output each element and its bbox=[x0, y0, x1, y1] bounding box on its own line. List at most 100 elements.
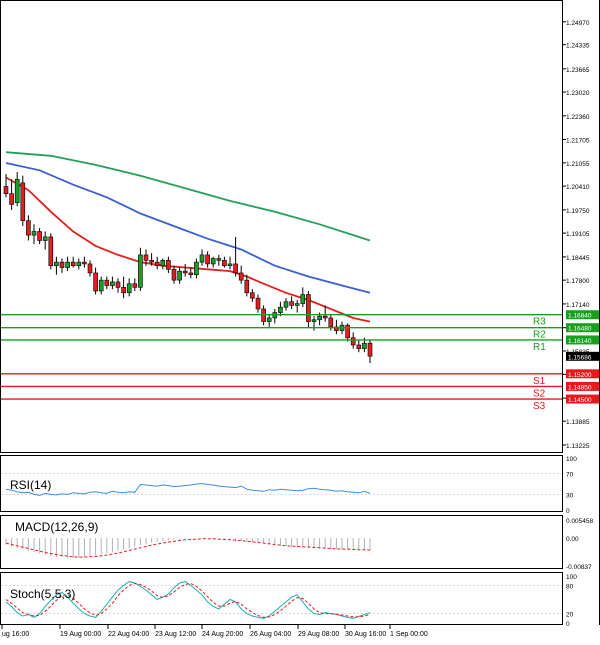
candle-body bbox=[350, 337, 356, 346]
rsi-line bbox=[5, 482, 371, 496]
candle-body bbox=[222, 260, 227, 267]
candle-body bbox=[82, 261, 87, 265]
candle-body bbox=[3, 186, 9, 194]
candle-body bbox=[238, 272, 244, 281]
candle-body bbox=[87, 263, 93, 274]
price-tick-label: 1.19750 bbox=[566, 208, 590, 215]
candle-body bbox=[54, 261, 59, 267]
candle-body bbox=[149, 260, 154, 263]
time-tick-label: 24 Aug 20:00 bbox=[202, 631, 243, 638]
candle-body bbox=[138, 254, 143, 288]
candle-body bbox=[166, 260, 171, 270]
rsi-tick-label: 0 bbox=[566, 508, 570, 515]
candle-body bbox=[244, 279, 250, 294]
macd-tick-label: -0.00837 bbox=[566, 564, 592, 571]
level-price-label: 1.15200 bbox=[568, 372, 592, 379]
candle-body bbox=[294, 303, 300, 306]
price-tick-label: 1.21055 bbox=[566, 161, 590, 168]
candle-body bbox=[9, 193, 14, 205]
candle-body bbox=[154, 261, 160, 267]
candle-body bbox=[328, 317, 334, 328]
level-price-label: 1.16140 bbox=[568, 338, 592, 345]
time-axis: ug 16:00 19 Aug 00:00 22 Aug 04:00 23 Aug 1… bbox=[1, 625, 428, 638]
rsi-panel: 100 70 30 0 bbox=[1, 456, 577, 515]
candle-body bbox=[93, 272, 98, 292]
price-tick-label: 1.13885 bbox=[566, 419, 590, 426]
candle-body bbox=[177, 270, 182, 281]
candle-body bbox=[266, 317, 272, 322]
candle-body bbox=[115, 281, 121, 288]
candle-body bbox=[37, 231, 42, 241]
candle-body bbox=[311, 319, 317, 322]
time-tick-label: 29 Aug 08:00 bbox=[298, 631, 339, 638]
macd-title: MACD(12,26,9) bbox=[15, 520, 98, 534]
price-panel: 1.24970 1.24335 1.23665 1.23020 1.22360 1.217… bbox=[1, 20, 599, 450]
candle-body bbox=[233, 263, 238, 274]
time-tick-label: 1 Sep 00:00 bbox=[390, 631, 428, 638]
price-tick-label: 1.23665 bbox=[566, 67, 590, 74]
level-name-r2: R2 bbox=[533, 330, 546, 341]
candle-body bbox=[205, 254, 210, 265]
level-price-tag bbox=[566, 310, 599, 320]
candle-body bbox=[121, 287, 126, 294]
price-tick-label: 1.24335 bbox=[566, 43, 590, 50]
stoch-panel: 100 80 20 0 bbox=[1, 574, 577, 628]
level-name-r3: R3 bbox=[533, 317, 546, 328]
candle-body bbox=[48, 236, 54, 267]
moving-average-line bbox=[5, 151, 371, 242]
level-price-tag bbox=[566, 381, 599, 391]
time-tick-label: 19 Aug 00:00 bbox=[60, 631, 101, 638]
candle-body bbox=[132, 283, 138, 288]
price-tick-label: 1.23020 bbox=[566, 90, 590, 97]
candle-body bbox=[227, 263, 233, 267]
candle-body bbox=[356, 344, 362, 349]
macd-panel: 0.005458 0.00 -0.00837 bbox=[5, 518, 593, 571]
candle-body bbox=[65, 261, 70, 268]
candle-body bbox=[171, 269, 177, 281]
candle-body bbox=[367, 342, 373, 357]
moving-average-line bbox=[5, 162, 371, 294]
time-tick-label: 26 Aug 04:00 bbox=[250, 631, 291, 638]
candle-body bbox=[14, 178, 20, 203]
level-price-tag bbox=[566, 335, 599, 345]
candle-body bbox=[182, 270, 188, 274]
candle-body bbox=[98, 279, 104, 292]
price-tick-label: 1.17800 bbox=[566, 278, 590, 285]
level-price-tag bbox=[566, 394, 599, 404]
level-price-label: 1.14850 bbox=[568, 384, 592, 391]
candle-body bbox=[334, 326, 339, 331]
candle-body bbox=[289, 301, 294, 306]
level-price-label: 1.16840 bbox=[568, 313, 592, 320]
candle-body bbox=[345, 324, 350, 339]
rsi-title: RSI(14) bbox=[10, 478, 51, 492]
macd-tick-label: 0.005458 bbox=[566, 518, 593, 525]
stoch-tick-label: 20 bbox=[566, 612, 574, 619]
stoch-tick-label: 100 bbox=[566, 574, 577, 581]
stoch-signal-line bbox=[5, 582, 371, 618]
candle-body bbox=[31, 231, 37, 236]
candle-body bbox=[126, 283, 132, 294]
price-panel-frame bbox=[0, 0, 563, 453]
candle-body bbox=[306, 294, 311, 322]
rsi-tick-label: 70 bbox=[566, 472, 574, 479]
candle-body bbox=[199, 254, 205, 263]
current-price-tag bbox=[566, 351, 599, 361]
current-price-label: 1.15686 bbox=[568, 354, 592, 361]
rsi-tick-label: 30 bbox=[566, 492, 574, 499]
level-price-label: 1.14500 bbox=[568, 397, 592, 404]
macd-panel-frame bbox=[0, 515, 563, 569]
candle-body bbox=[210, 258, 216, 265]
candle-body bbox=[20, 182, 26, 221]
stoch-panel-frame bbox=[0, 572, 563, 625]
rsi-panel-frame bbox=[0, 455, 563, 512]
price-tick-label: 1.19105 bbox=[566, 231, 590, 238]
price-tick-label: 1.21705 bbox=[566, 137, 590, 144]
stoch-tick-label: 0 bbox=[566, 621, 570, 628]
candle-body bbox=[300, 294, 306, 304]
candle-body bbox=[255, 297, 261, 310]
candle-body bbox=[188, 272, 194, 276]
candle-body bbox=[110, 281, 115, 286]
price-tick-label: 1.18445 bbox=[566, 255, 590, 262]
candle-body bbox=[26, 220, 31, 236]
